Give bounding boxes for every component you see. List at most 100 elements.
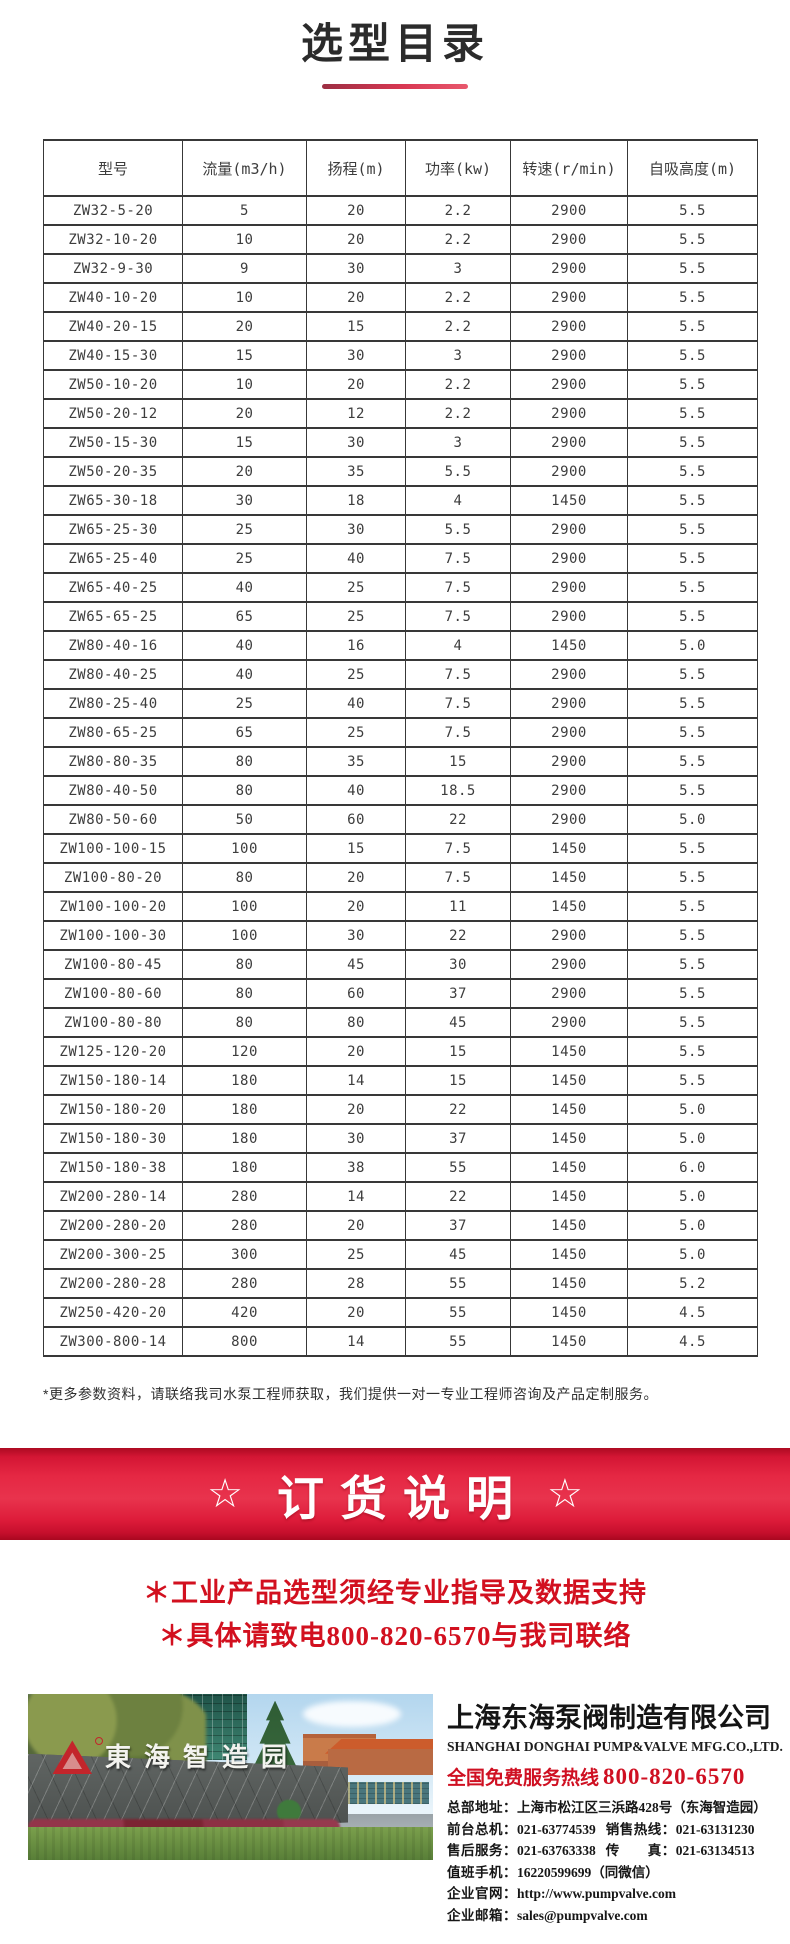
table-cell: 2900 bbox=[510, 920, 628, 951]
table-row: ZW150-180-38 180 38 55 1450 6.0 bbox=[43, 1152, 758, 1183]
table-cell: 180 bbox=[182, 1152, 307, 1183]
order-banner-title: 订货说明 bbox=[277, 1471, 529, 1525]
table-cell: 5.5 bbox=[627, 601, 758, 632]
table-cell: ZW150-180-20 bbox=[43, 1094, 183, 1125]
table-row: ZW65-30-18 30 18 4 1450 5.5 bbox=[43, 485, 758, 516]
table-cell: 5.5 bbox=[627, 659, 758, 690]
table-cell: ZW65-25-30 bbox=[43, 514, 183, 545]
contact-line: 值班手机：16220599699（同微信） bbox=[447, 1862, 762, 1884]
table-cell: 80 bbox=[182, 949, 307, 980]
table-cell: 5.5 bbox=[627, 572, 758, 603]
table-row: ZW100-100-15 100 15 7.5 1450 5.5 bbox=[43, 833, 758, 864]
table-cell: 14 bbox=[306, 1065, 406, 1096]
table-cell: 16 bbox=[306, 630, 406, 661]
table-row: ZW80-65-25 65 25 7.5 2900 5.5 bbox=[43, 717, 758, 748]
table-row: ZW150-180-14 180 14 15 1450 5.5 bbox=[43, 1065, 758, 1096]
table-cell: 20 bbox=[306, 224, 406, 255]
table-cell: 25 bbox=[306, 601, 406, 632]
table-cell: ZW125-120-20 bbox=[43, 1036, 183, 1067]
column-header: 扬程(m) bbox=[306, 139, 406, 197]
table-cell: 5.5 bbox=[627, 340, 758, 371]
table-cell: 60 bbox=[306, 804, 406, 835]
table-cell: 5.5 bbox=[627, 1036, 758, 1067]
table-cell: 80 bbox=[182, 775, 307, 806]
table-cell: 25 bbox=[182, 688, 307, 719]
table-cell: 9 bbox=[182, 253, 307, 284]
table-cell: 280 bbox=[182, 1268, 307, 1299]
table-cell: ZW65-65-25 bbox=[43, 601, 183, 632]
table-cell: 5.5 bbox=[627, 949, 758, 980]
table-cell: ZW80-65-25 bbox=[43, 717, 183, 748]
table-cell: 5.5 bbox=[627, 253, 758, 284]
table-cell: ZW65-40-25 bbox=[43, 572, 183, 603]
table-cell: 2900 bbox=[510, 659, 628, 690]
table-cell: ZW100-100-15 bbox=[43, 833, 183, 864]
table-cell: 30 bbox=[306, 1123, 406, 1154]
star-icon: ☆ bbox=[207, 1472, 243, 1516]
table-cell: ZW100-80-45 bbox=[43, 949, 183, 980]
table-cell: 5.5 bbox=[627, 717, 758, 748]
table-row: ZW250-420-20 420 20 55 1450 4.5 bbox=[43, 1297, 758, 1328]
table-cell: 5.5 bbox=[627, 891, 758, 922]
table-cell: ZW65-25-40 bbox=[43, 543, 183, 574]
table-cell: 2900 bbox=[510, 282, 628, 313]
table-cell: 1450 bbox=[510, 1297, 628, 1328]
table-cell: ZW200-280-28 bbox=[43, 1268, 183, 1299]
table-cell: 30 bbox=[306, 514, 406, 545]
table-row: ZW100-100-20 100 20 11 1450 5.5 bbox=[43, 891, 758, 922]
table-cell: 2900 bbox=[510, 253, 628, 284]
table-cell: 1450 bbox=[510, 1326, 628, 1357]
photo-cloud bbox=[303, 1700, 401, 1728]
table-row: ZW80-50-60 50 60 22 2900 5.0 bbox=[43, 804, 758, 835]
table-cell: 2.2 bbox=[405, 311, 511, 342]
contact-label: 传 真： bbox=[605, 1843, 676, 1858]
contact-value: 上海市松江区三浜路428号（东海智造园） bbox=[517, 1800, 767, 1815]
table-cell: 180 bbox=[182, 1094, 307, 1125]
footnote: *更多参数资料，请联络我司水泵工程师获取，我们提供一对一专业工程师咨询及产品定制… bbox=[43, 1386, 658, 1402]
table-cell: 2.2 bbox=[405, 282, 511, 313]
table-cell: 100 bbox=[182, 891, 307, 922]
table-cell: 3 bbox=[405, 340, 511, 371]
table-cell: 2900 bbox=[510, 978, 628, 1009]
contact-list: 总部地址：上海市松江区三浜路428号（东海智造园） 前台总机：021-63774… bbox=[447, 1797, 767, 1926]
table-cell: 1450 bbox=[510, 630, 628, 661]
table-cell: 1450 bbox=[510, 485, 628, 516]
table-cell: ZW50-20-12 bbox=[43, 398, 183, 429]
table-header-row: 型号 流量(m3/h) 扬程(m) 功率(kw) 转速(r/min) 自吸高度(m) bbox=[43, 139, 758, 197]
table-cell: ZW40-10-20 bbox=[43, 282, 183, 313]
table-cell: 5.5 bbox=[627, 688, 758, 719]
table-cell: 2900 bbox=[510, 1007, 628, 1038]
table-cell: 20 bbox=[306, 1297, 406, 1328]
table-row: ZW100-80-80 80 80 45 2900 5.5 bbox=[43, 1007, 758, 1038]
table-cell: 22 bbox=[405, 804, 511, 835]
table-cell: 80 bbox=[182, 1007, 307, 1038]
table-cell: 5.0 bbox=[627, 630, 758, 661]
table-cell: 22 bbox=[405, 920, 511, 951]
table-cell: ZW80-50-60 bbox=[43, 804, 183, 835]
table-cell: 22 bbox=[405, 1181, 511, 1212]
table-cell: 420 bbox=[182, 1297, 307, 1328]
table-cell: 1450 bbox=[510, 1152, 628, 1183]
table-row: ZW40-10-20 10 20 2.2 2900 5.5 bbox=[43, 282, 758, 313]
hotline-number: 800-820-6570 bbox=[603, 1764, 746, 1789]
table-cell: 35 bbox=[306, 456, 406, 487]
table-cell: ZW40-20-15 bbox=[43, 311, 183, 342]
column-header: 转速(r/min) bbox=[510, 139, 628, 197]
table-cell: 45 bbox=[306, 949, 406, 980]
table-cell: 45 bbox=[405, 1239, 511, 1270]
contact-label: 销售热线： bbox=[605, 1821, 676, 1837]
table-cell: 4.5 bbox=[627, 1297, 758, 1328]
table-row: ZW100-80-45 80 45 30 2900 5.5 bbox=[43, 949, 758, 980]
table-cell: 37 bbox=[405, 1123, 511, 1154]
spec-table-body: ZW32-5-20 5 20 2.2 2900 5.5 ZW32-10-20 10 20 2.2 2… bbox=[43, 195, 758, 1357]
table-cell: 180 bbox=[182, 1123, 307, 1154]
table-cell: 300 bbox=[182, 1239, 307, 1270]
table-cell: 5.0 bbox=[627, 1210, 758, 1241]
table-cell: 40 bbox=[182, 659, 307, 690]
contact-value: 021-63134513 bbox=[675, 1843, 755, 1858]
logo-registered-mark-icon bbox=[94, 1737, 103, 1746]
table-cell: 5.2 bbox=[627, 1268, 758, 1299]
table-cell: 55 bbox=[405, 1268, 511, 1299]
table-cell: 20 bbox=[182, 398, 307, 429]
